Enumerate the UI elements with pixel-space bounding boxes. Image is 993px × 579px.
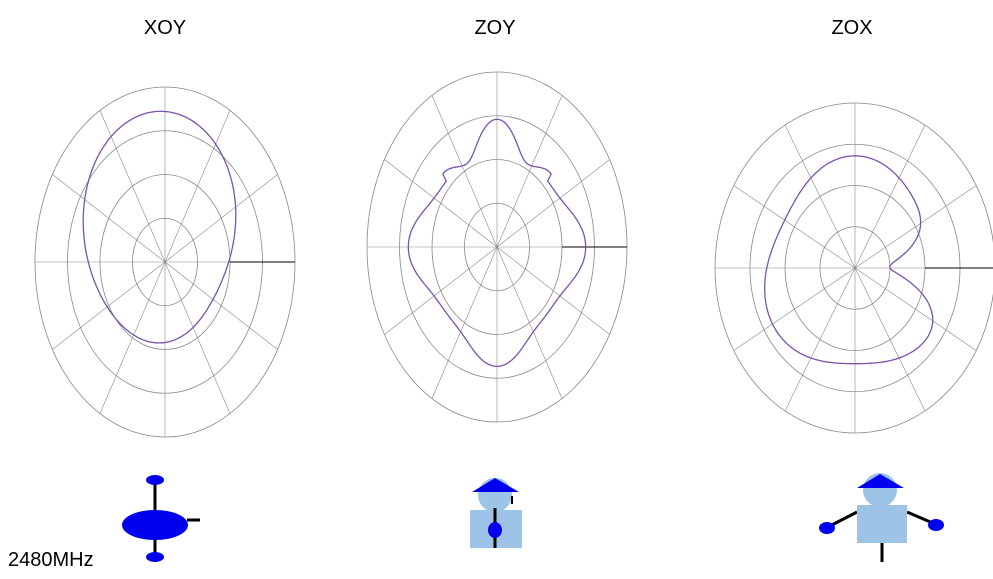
polar-spoke [855,186,976,269]
polar-spoke [497,247,562,399]
polar-spoke [734,186,855,269]
plot-title: ZOY [474,17,515,39]
frequency-label: 2480MHz [8,549,94,571]
plot-title: XOY [144,17,186,39]
polar-spoke [165,110,230,262]
polar-spoke [100,110,165,262]
polar-spoke [785,268,855,411]
polar-spoke [855,125,925,268]
polar-spoke [384,160,497,248]
polar-spoke [497,95,562,247]
polar-spoke [432,247,497,399]
polar-spoke [855,268,976,351]
polar-spoke [855,268,925,411]
polar-plots [35,72,993,437]
polar-spoke [785,125,855,268]
polar-spoke [432,95,497,247]
polar-spoke [734,268,855,351]
polar-spoke [52,262,165,350]
slide: XOY ZOY ZOX 2480MHz [0,0,993,579]
polar-spoke [52,175,165,263]
orientation-icon [819,473,944,562]
orientation-icon [470,478,522,548]
polar-spoke [497,160,610,248]
polar-spoke [384,247,497,335]
orientation-icon [122,475,200,562]
plot-title: ZOX [831,17,872,39]
radiation-pattern [765,156,933,364]
polar-spoke [497,247,610,335]
polar-spoke [165,175,278,263]
polar-spoke [100,262,165,414]
